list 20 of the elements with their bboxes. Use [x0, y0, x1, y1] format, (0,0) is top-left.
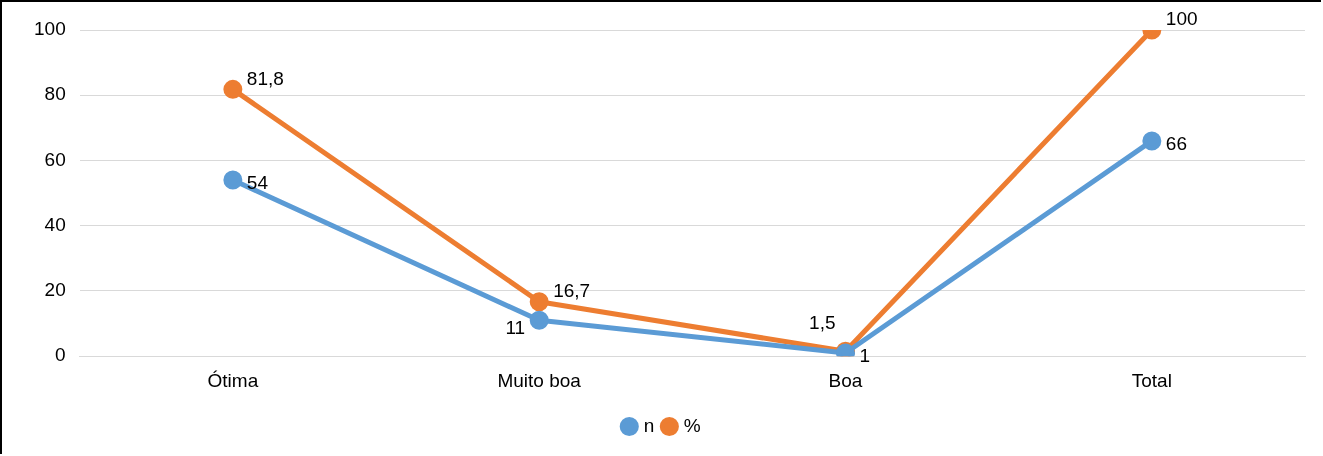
x-tick-label: Boa: [828, 369, 863, 391]
y-tick-label: 20: [44, 279, 66, 301]
x-tick-label: Total: [1131, 369, 1172, 391]
x-tick-label: Ótima: [207, 369, 259, 391]
data-label: 1: [859, 345, 871, 367]
y-tick-label: 60: [44, 148, 66, 170]
y-tick-label: 40: [44, 213, 66, 235]
y-tick-label: 80: [44, 83, 66, 105]
legend-label: n: [643, 414, 655, 436]
data-label: 54: [246, 172, 269, 194]
legend-label: %: [683, 414, 701, 436]
data-label: 1,5: [809, 311, 836, 333]
y-tick-label: 0: [55, 344, 66, 366]
data-label: 100: [1165, 8, 1198, 30]
y-tick-label: 100: [34, 18, 66, 40]
data-label: 81,8: [246, 67, 284, 89]
data-label: 11: [505, 316, 526, 338]
data-label: 66: [1165, 133, 1187, 155]
data-label: 16,7: [553, 279, 591, 301]
x-tick-label: Muito boa: [497, 369, 582, 391]
